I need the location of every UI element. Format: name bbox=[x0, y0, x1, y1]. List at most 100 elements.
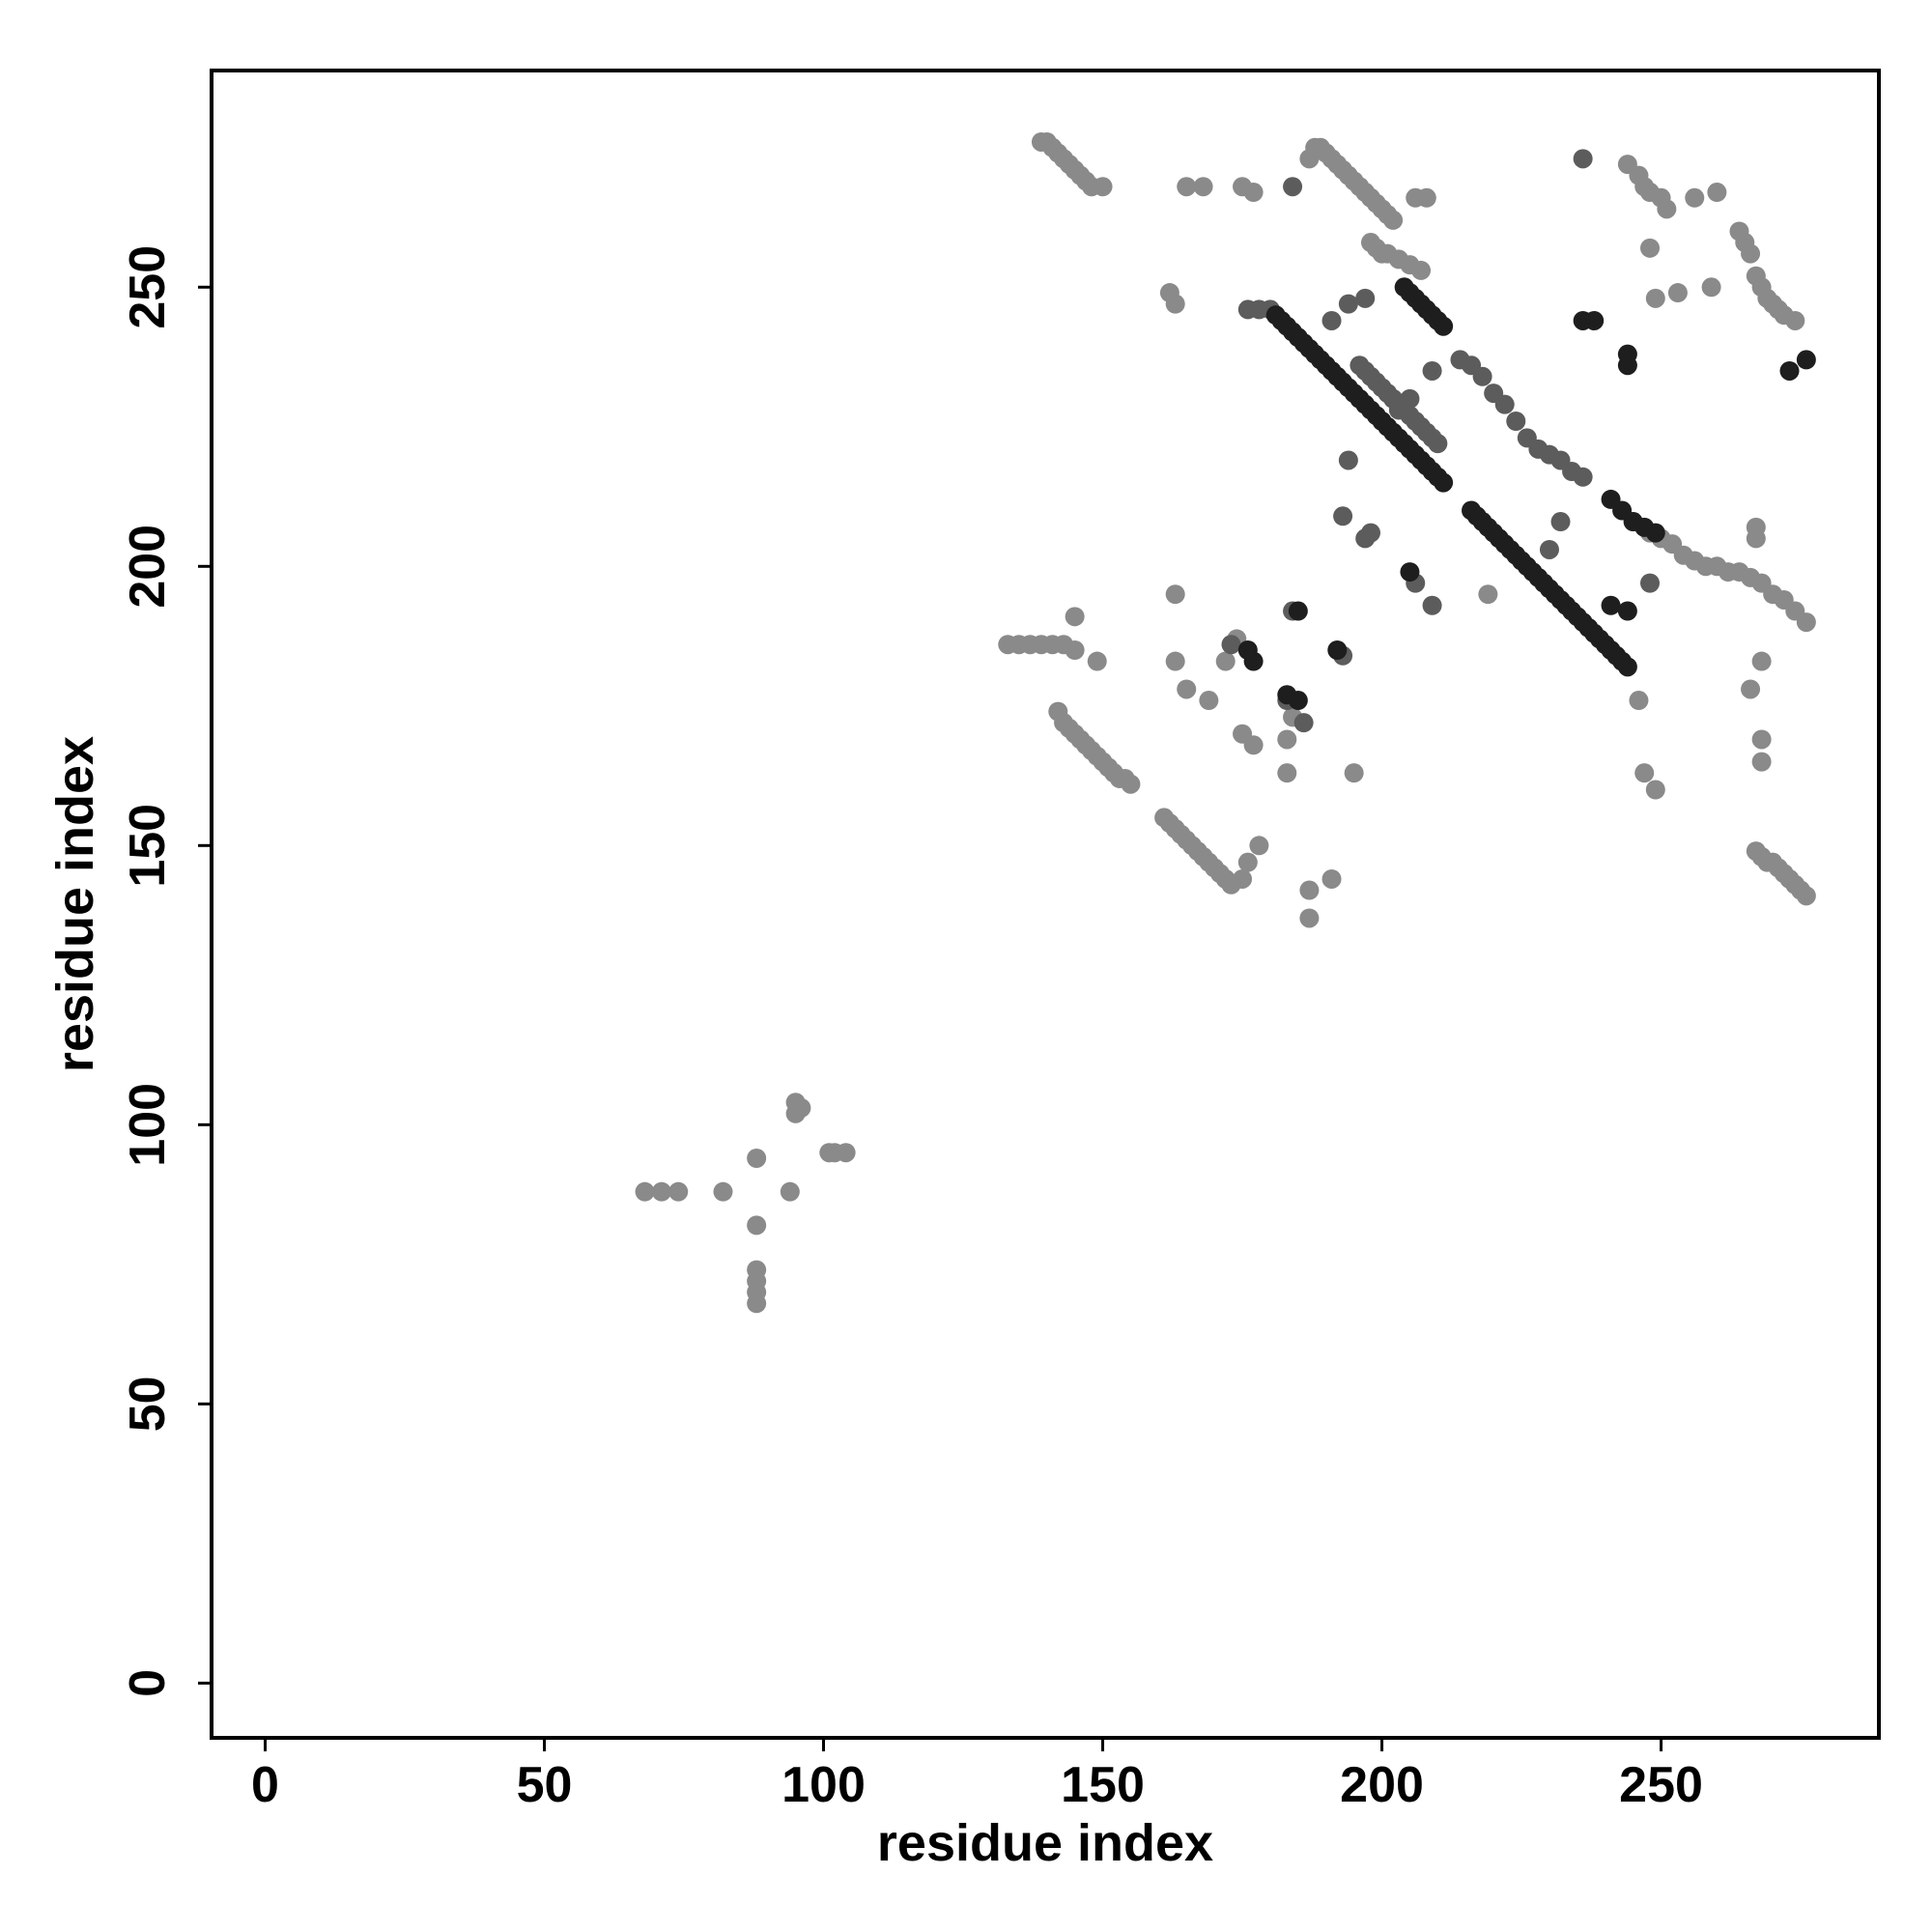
point bbox=[1299, 908, 1320, 928]
point bbox=[1494, 394, 1515, 414]
point bbox=[780, 1181, 800, 1202]
point bbox=[1796, 612, 1816, 633]
point bbox=[1177, 679, 1197, 699]
point bbox=[1645, 780, 1665, 800]
point bbox=[1796, 886, 1816, 906]
point bbox=[1277, 729, 1297, 750]
point bbox=[1243, 651, 1264, 671]
point bbox=[1288, 691, 1308, 711]
point bbox=[1645, 288, 1665, 308]
point bbox=[747, 1149, 767, 1169]
point bbox=[1741, 679, 1761, 699]
point bbox=[1617, 601, 1637, 621]
point bbox=[1355, 528, 1376, 549]
point bbox=[1065, 639, 1085, 660]
point bbox=[1617, 657, 1637, 677]
y-tick-label: 250 bbox=[120, 245, 176, 329]
point bbox=[1779, 360, 1800, 381]
point bbox=[1539, 539, 1559, 559]
y-axis-title: residue index bbox=[46, 736, 104, 1072]
point bbox=[713, 1181, 733, 1202]
y-tick-label: 150 bbox=[120, 804, 176, 888]
point bbox=[1573, 467, 1593, 487]
point bbox=[1416, 187, 1436, 208]
point bbox=[1193, 177, 1213, 197]
point bbox=[1667, 283, 1688, 303]
point bbox=[1785, 310, 1805, 330]
x-tick-label: 200 bbox=[1340, 1757, 1424, 1813]
point bbox=[1321, 310, 1342, 330]
point bbox=[1751, 729, 1772, 750]
point bbox=[668, 1181, 689, 1202]
point bbox=[1121, 774, 1141, 794]
point bbox=[1093, 177, 1113, 197]
point bbox=[1506, 412, 1526, 432]
point bbox=[1422, 360, 1442, 381]
point bbox=[1751, 651, 1772, 671]
x-tick-label: 150 bbox=[1061, 1757, 1145, 1813]
point bbox=[1472, 366, 1492, 386]
y-tick-label: 200 bbox=[120, 525, 176, 609]
point bbox=[1550, 512, 1571, 532]
point bbox=[1751, 752, 1772, 772]
point bbox=[1344, 763, 1364, 783]
plot-frame bbox=[210, 69, 1881, 1740]
y-tick-label: 100 bbox=[120, 1083, 176, 1167]
point bbox=[1584, 310, 1605, 330]
point bbox=[1629, 691, 1649, 711]
point bbox=[1237, 852, 1258, 872]
point bbox=[1221, 635, 1241, 655]
point bbox=[836, 1143, 856, 1163]
point bbox=[1573, 149, 1593, 169]
point bbox=[1321, 868, 1342, 889]
y-tick-label: 0 bbox=[120, 1669, 176, 1697]
y-tick-label: 50 bbox=[120, 1376, 176, 1432]
point bbox=[1199, 691, 1219, 711]
point bbox=[1640, 238, 1661, 258]
point bbox=[1065, 607, 1085, 627]
point bbox=[1165, 651, 1185, 671]
point bbox=[1288, 601, 1308, 621]
point bbox=[1299, 880, 1320, 900]
point bbox=[1338, 294, 1358, 314]
point bbox=[1422, 595, 1442, 615]
point bbox=[1355, 288, 1376, 308]
point bbox=[1640, 573, 1661, 593]
point bbox=[1243, 735, 1264, 755]
point bbox=[1177, 177, 1197, 197]
point bbox=[1383, 210, 1404, 230]
point bbox=[1746, 528, 1766, 549]
x-tick-label: 0 bbox=[251, 1757, 279, 1813]
point bbox=[1601, 595, 1621, 615]
point bbox=[1249, 836, 1269, 856]
point bbox=[1327, 639, 1348, 660]
x-tick-label: 250 bbox=[1619, 1757, 1703, 1813]
point bbox=[1478, 584, 1498, 605]
point bbox=[1333, 506, 1353, 526]
point bbox=[1657, 199, 1677, 219]
point bbox=[1243, 183, 1264, 203]
point bbox=[1434, 472, 1454, 493]
point bbox=[1087, 651, 1107, 671]
x-axis-title: residue index bbox=[877, 1814, 1213, 1872]
point bbox=[1634, 763, 1655, 783]
point bbox=[1388, 400, 1408, 420]
point bbox=[1233, 868, 1253, 889]
point bbox=[1293, 713, 1314, 733]
point bbox=[1428, 434, 1448, 454]
point bbox=[1645, 523, 1665, 543]
point bbox=[635, 1181, 655, 1202]
point bbox=[1411, 260, 1432, 280]
point bbox=[1165, 584, 1185, 605]
point bbox=[1707, 183, 1727, 203]
point bbox=[1165, 294, 1185, 314]
point bbox=[1277, 763, 1297, 783]
point bbox=[785, 1093, 806, 1113]
point bbox=[1685, 187, 1705, 208]
point bbox=[747, 1293, 767, 1314]
point bbox=[1796, 350, 1816, 370]
point bbox=[651, 1181, 671, 1202]
x-tick-label: 100 bbox=[781, 1757, 866, 1813]
point bbox=[1617, 355, 1637, 376]
